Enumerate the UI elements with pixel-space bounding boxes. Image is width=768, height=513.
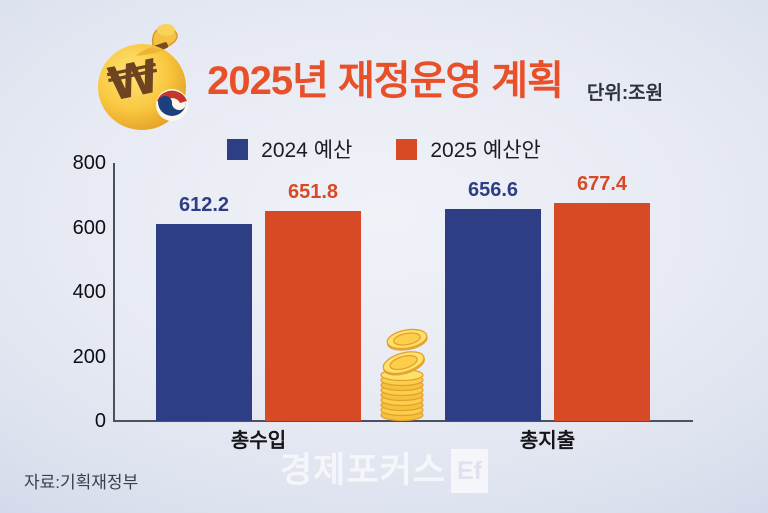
publisher-logo: Ef <box>451 449 488 493</box>
bar-2024-예산-총지출 <box>445 209 541 421</box>
legend-swatch-2025 <box>396 138 418 160</box>
y-tick-label: 200 <box>72 345 106 368</box>
publisher-watermark-text: 경제포커스 <box>279 451 446 490</box>
bar-value-label: 677.4 <box>576 173 628 195</box>
y-tick-label: 600 <box>72 216 106 239</box>
coin-stack <box>380 368 424 422</box>
bar-value-label: 612.2 <box>178 194 230 216</box>
floating-coin <box>386 328 428 351</box>
legend-label-2024: 2024 예산 <box>261 139 353 162</box>
svg-text:₩: ₩ <box>103 48 164 111</box>
money-bag-icon: ₩ <box>98 24 188 130</box>
legend-item-2024: 2024 예산 <box>227 134 352 164</box>
bar-2024-예산-총수입 <box>156 224 252 421</box>
gold-coins-icon <box>380 328 428 422</box>
x-category-label-총지출: 총지출 <box>519 430 576 452</box>
x-category-label-총수입: 총수입 <box>230 430 287 452</box>
legend-label-2025: 2025 예산안 <box>430 139 541 162</box>
legend-swatch-2024 <box>227 138 249 160</box>
bar-2025-예산안-총수입 <box>265 211 361 421</box>
korea-gov-emblem <box>156 89 188 121</box>
unit-label: 단위:조원 <box>586 83 664 104</box>
bar-2025-예산안-총지출 <box>554 203 650 421</box>
chart-legend: 2024 예산 2025 예산안 <box>0 134 768 164</box>
bar-value-label: 656.6 <box>467 179 519 201</box>
y-axis-line <box>113 163 115 422</box>
y-tick-label: 0 <box>94 410 106 432</box>
y-tick-label: 400 <box>72 281 106 303</box>
bar-value-label: 651.8 <box>287 181 339 203</box>
page-title: 2025년 재정운영 계획 <box>207 59 564 103</box>
source-label: 자료:기획재정부 <box>24 473 139 492</box>
legend-item-2025: 2025 예산안 <box>396 134 541 164</box>
tilted-coin <box>382 351 426 376</box>
y-tick-label: 800 <box>72 152 106 174</box>
